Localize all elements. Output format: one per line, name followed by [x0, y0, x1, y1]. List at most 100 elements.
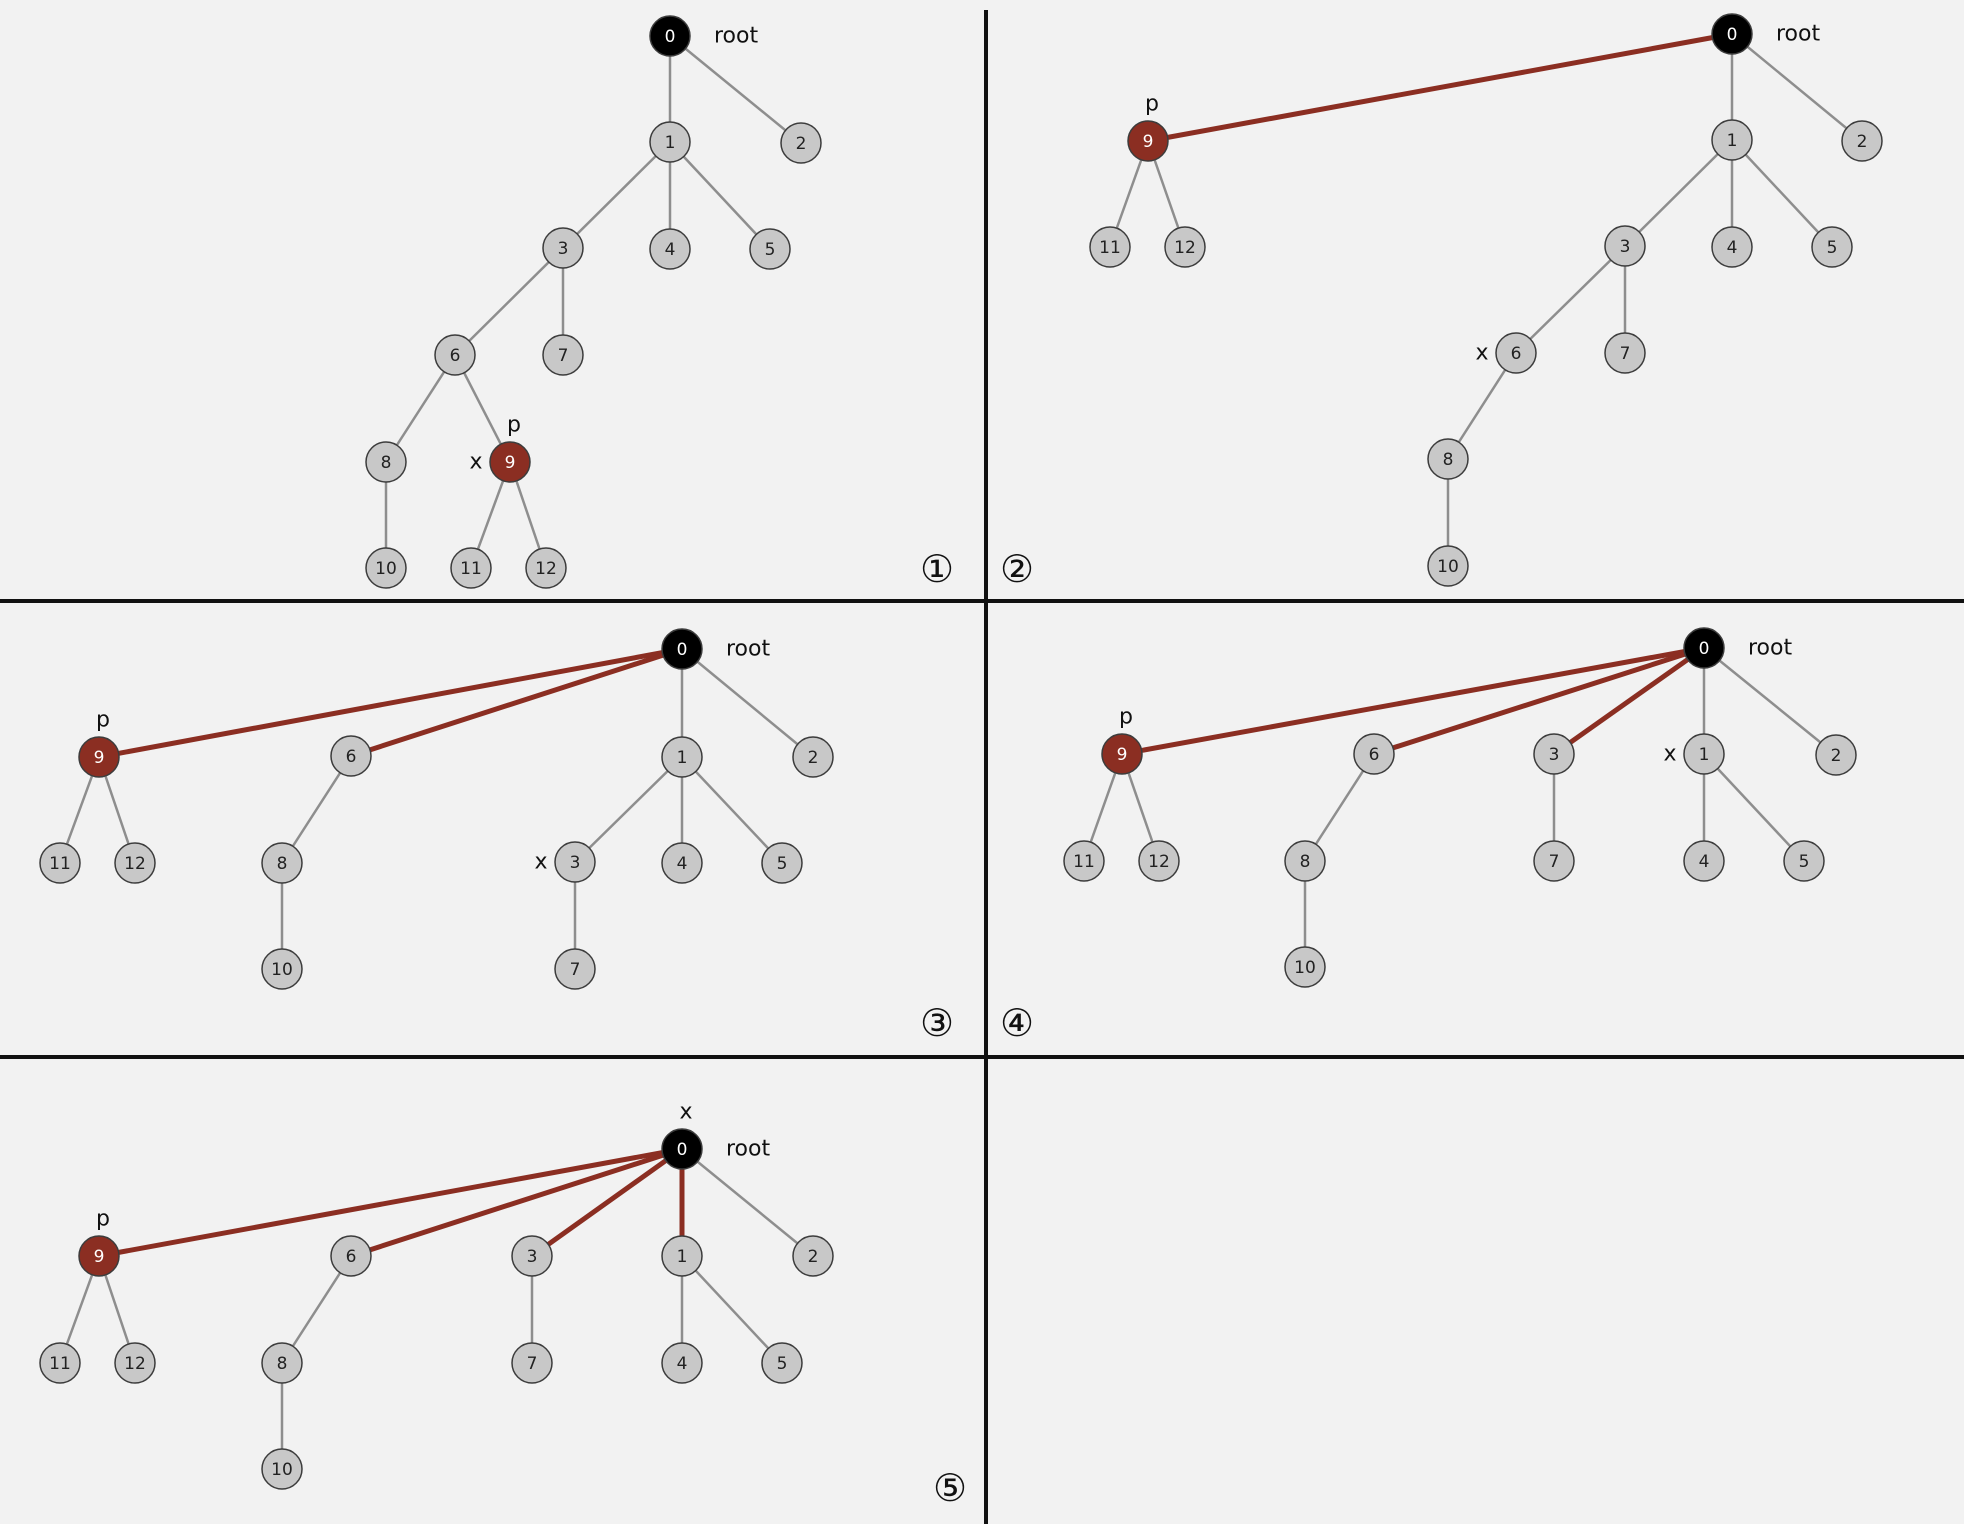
node-12: 12: [114, 842, 156, 884]
node-label: 3: [1549, 745, 1560, 765]
node-11: 11: [1063, 840, 1105, 882]
node-label: 0: [665, 27, 676, 47]
node-label: 8: [1300, 852, 1311, 872]
node-label: 7: [527, 1354, 538, 1374]
node-10: 10: [1284, 946, 1326, 988]
node-circle: [1164, 226, 1206, 268]
node-circle: [661, 628, 703, 670]
node-circle: [661, 1235, 703, 1277]
x-label: x: [469, 450, 482, 475]
node-circle: [1783, 840, 1825, 882]
node-label: 1: [1727, 131, 1738, 151]
node-8: 8: [261, 842, 303, 884]
node-circle: [542, 227, 584, 269]
node-label: 9: [1143, 132, 1154, 152]
panel-dividers: [0, 10, 1964, 1524]
tree-edge-0-2: [669, 35, 802, 144]
node-5: 5: [1783, 840, 1825, 882]
node-9: 9: [78, 736, 120, 778]
node-circle: [78, 736, 120, 778]
compressed-link-0-9: [1145, 31, 1735, 144]
x-label: x: [1475, 341, 1488, 366]
node-4: 4: [661, 1342, 703, 1384]
node-circle: [434, 334, 476, 376]
node-circle: [761, 1342, 803, 1384]
p-label: p: [96, 708, 110, 733]
node-9: 9: [1101, 733, 1143, 775]
node-label: 5: [777, 854, 788, 874]
node-10: 10: [365, 547, 407, 589]
node-circle: [330, 1235, 372, 1277]
p-label: p: [1119, 705, 1133, 730]
node-0: 0: [661, 1128, 703, 1170]
tree-edge-1-3: [562, 141, 671, 249]
node-label: 5: [765, 240, 776, 260]
tree-edge-1-3: [1624, 139, 1733, 247]
compressed-link-0-9: [1119, 645, 1707, 757]
step-number: ①: [920, 547, 954, 591]
node-2: 2: [1841, 120, 1883, 162]
node-circle: [114, 1342, 156, 1384]
node-label: 10: [1294, 958, 1316, 978]
node-label: 8: [277, 1354, 288, 1374]
node-label: 11: [1073, 852, 1095, 872]
node-8: 8: [1427, 438, 1469, 480]
node-4: 4: [1711, 226, 1753, 268]
node-6: 6: [434, 334, 476, 376]
node-label: 2: [1857, 132, 1868, 152]
node-circle: [1815, 734, 1857, 776]
node-2: 2: [780, 122, 822, 164]
tree-edge-3-6: [454, 247, 564, 356]
p-label: p: [96, 1207, 110, 1232]
node-label: 7: [558, 346, 569, 366]
tree-edge-1-5: [681, 756, 783, 864]
node-circle: [525, 547, 567, 589]
node-circle: [1711, 119, 1753, 161]
node-11: 11: [450, 547, 492, 589]
nodes: 01 23 4 56 78 910 11 12: [365, 15, 822, 589]
node-circle: [792, 1235, 834, 1277]
node-label: 6: [450, 346, 461, 366]
tree-edge-1-5: [1731, 139, 1833, 248]
tree-edge-6-8: [1446, 352, 1518, 460]
node-7: 7: [542, 334, 584, 376]
node-circle: [1101, 733, 1143, 775]
node-2: 2: [792, 736, 834, 778]
tree-edge-1-5: [1703, 753, 1805, 862]
node-circle: [114, 842, 156, 884]
node-2: 2: [1815, 734, 1857, 776]
node-label: 1: [677, 748, 688, 768]
node-circle: [365, 441, 407, 483]
compressed-link-0-6: [348, 646, 685, 759]
node-label: 3: [1620, 237, 1631, 257]
nodes: 0 9 11 12 6 8 10 3 7 1 4 5 2: [1063, 627, 1857, 988]
node-12: 12: [525, 547, 567, 589]
node-label: 4: [1727, 238, 1738, 258]
node-label: 10: [271, 1460, 293, 1480]
node-label: 12: [535, 559, 557, 579]
node-label: 6: [1511, 344, 1522, 364]
tree-edge-0-2: [1731, 33, 1863, 142]
node-6: 6: [1353, 733, 1395, 775]
node-circle: [649, 228, 691, 270]
panel-4: 0 9 11 12 6 8 10 3 7 1 4 5 2 root p x ④: [1000, 627, 1857, 1045]
node-label: 6: [346, 747, 357, 767]
node-circle: [761, 842, 803, 884]
node-11: 11: [1089, 226, 1131, 268]
node-circle: [649, 15, 691, 57]
node-circle: [661, 1342, 703, 1384]
node-5: 5: [761, 1342, 803, 1384]
node-label: 9: [505, 453, 516, 473]
node-2: 2: [792, 1235, 834, 1277]
node-circle: [261, 1448, 303, 1490]
node-circle: [365, 547, 407, 589]
node-11: 11: [39, 842, 81, 884]
node-label: 7: [1549, 852, 1560, 872]
node-circle: [1284, 946, 1326, 988]
p-label: p: [1145, 92, 1159, 117]
node-circle: [1127, 120, 1169, 162]
